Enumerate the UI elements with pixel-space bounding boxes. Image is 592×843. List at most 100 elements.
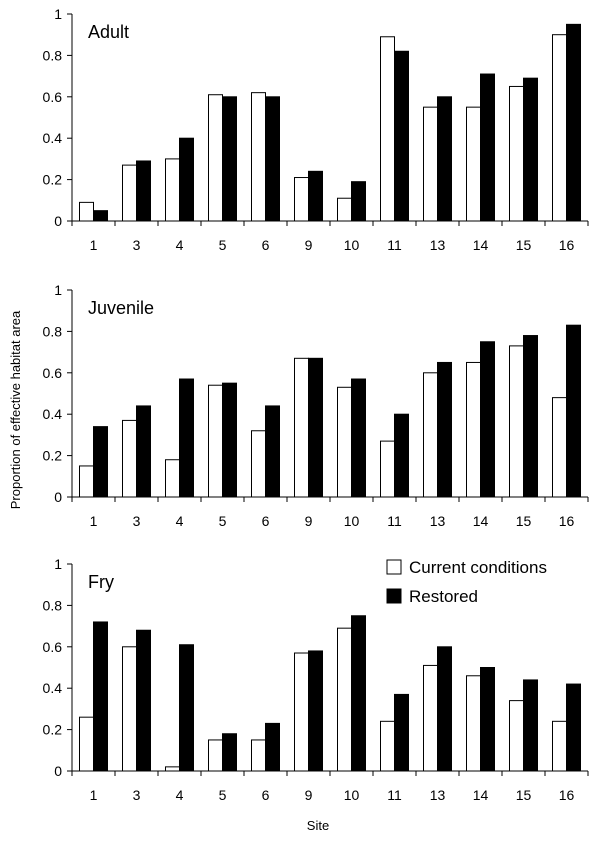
- bar-current: [165, 766, 180, 772]
- x-tick-label: 10: [344, 787, 360, 803]
- y-tick-label: 0.4: [43, 680, 63, 696]
- bar-restored: [222, 733, 237, 772]
- y-tick-label: 0.6: [43, 365, 63, 381]
- bar-restored: [308, 650, 323, 772]
- bar-restored: [437, 361, 452, 498]
- x-tick-label: 14: [473, 237, 489, 253]
- bar-current: [79, 465, 94, 498]
- x-tick-label: 10: [344, 513, 360, 529]
- bar-restored: [179, 137, 194, 222]
- y-tick-label: 0.4: [43, 130, 63, 146]
- bar-current: [380, 440, 395, 498]
- y-tick-label: 0: [54, 213, 62, 229]
- panel-title: Juvenile: [88, 298, 154, 318]
- x-tick-label: 1: [90, 237, 98, 253]
- bar-restored: [136, 629, 151, 772]
- bar-restored: [437, 646, 452, 772]
- x-tick-label: 4: [176, 237, 184, 253]
- bar-current: [294, 652, 309, 772]
- bar-current: [423, 372, 438, 498]
- x-tick-label: 13: [430, 237, 446, 253]
- bar-current: [552, 397, 567, 498]
- bar-current: [251, 430, 266, 498]
- y-tick-label: 0.2: [43, 448, 63, 464]
- bar-current: [423, 106, 438, 222]
- x-tick-label: 11: [387, 237, 402, 253]
- bar-current: [251, 92, 266, 222]
- bar-restored: [437, 96, 452, 222]
- bar-restored: [523, 335, 538, 498]
- y-tick-label: 0: [54, 763, 62, 779]
- x-tick-label: 15: [516, 787, 532, 803]
- x-tick-label: 13: [430, 787, 446, 803]
- bar-restored: [308, 170, 323, 222]
- x-tick-label: 11: [387, 787, 402, 803]
- bar-current: [294, 357, 309, 498]
- x-tick-label: 16: [559, 787, 575, 803]
- bar-restored: [265, 722, 280, 772]
- x-tick-label: 6: [262, 787, 270, 803]
- bar-restored: [93, 426, 108, 498]
- bar-current: [165, 459, 180, 498]
- x-tick-label: 16: [559, 513, 575, 529]
- bar-restored: [265, 96, 280, 222]
- bar-restored: [136, 405, 151, 498]
- x-tick-label: 1: [90, 513, 98, 529]
- panels: 00.20.40.60.811 3 4 5 6 9 10 11 13 14 15 16Adult00.…: [43, 6, 589, 803]
- bar-current: [466, 675, 481, 772]
- bar-current: [466, 361, 481, 498]
- x-tick-label: 3: [133, 237, 141, 253]
- y-tick-label: 1: [54, 282, 62, 298]
- bar-restored: [480, 73, 495, 222]
- legend-label-restored: Restored: [409, 587, 478, 606]
- x-tick-label: 10: [344, 237, 360, 253]
- bar-current: [509, 700, 524, 772]
- bar-current: [251, 739, 266, 772]
- y-tick-label: 0: [54, 489, 62, 505]
- bar-restored: [136, 160, 151, 222]
- bar-restored: [523, 77, 538, 222]
- bar-restored: [93, 621, 108, 772]
- bar-current: [466, 106, 481, 222]
- x-tick-label: 11: [387, 513, 402, 529]
- bar-current: [509, 85, 524, 222]
- bar-current: [122, 646, 137, 772]
- y-tick-label: 0.2: [43, 722, 63, 738]
- panel-title: Adult: [88, 22, 129, 42]
- y-tick-label: 0.4: [43, 406, 63, 422]
- bar-restored: [566, 683, 581, 772]
- bar-current: [122, 419, 137, 498]
- bar-current: [165, 158, 180, 222]
- x-tick-label: 3: [133, 787, 141, 803]
- bar-restored: [351, 181, 366, 222]
- x-tick-label: 6: [262, 237, 270, 253]
- y-tick-label: 0.6: [43, 639, 63, 655]
- x-tick-label: 9: [305, 787, 313, 803]
- legend-swatch-restored: [386, 588, 402, 604]
- y-tick-label: 0.8: [43, 597, 63, 613]
- x-tick-label: 4: [176, 513, 184, 529]
- x-tick-label: 9: [305, 513, 313, 529]
- bar-restored: [308, 357, 323, 498]
- x-tick-label: 4: [176, 787, 184, 803]
- y-tick-label: 1: [54, 556, 62, 572]
- x-tick-label: 5: [219, 237, 227, 253]
- bar-restored: [566, 23, 581, 222]
- bar-current: [552, 720, 567, 772]
- bar-restored: [265, 405, 280, 498]
- bar-restored: [222, 382, 237, 498]
- legend: Current conditions Restored: [386, 558, 547, 606]
- bar-current: [208, 384, 223, 498]
- y-tick-label: 0.6: [43, 89, 63, 105]
- bar-current: [509, 345, 524, 498]
- bar-current: [208, 94, 223, 222]
- bar-current: [380, 36, 395, 222]
- bar-restored: [394, 693, 409, 772]
- bar-restored: [394, 413, 409, 498]
- x-tick-label: 16: [559, 237, 575, 253]
- bar-current: [79, 201, 94, 222]
- x-tick-label: 15: [516, 237, 532, 253]
